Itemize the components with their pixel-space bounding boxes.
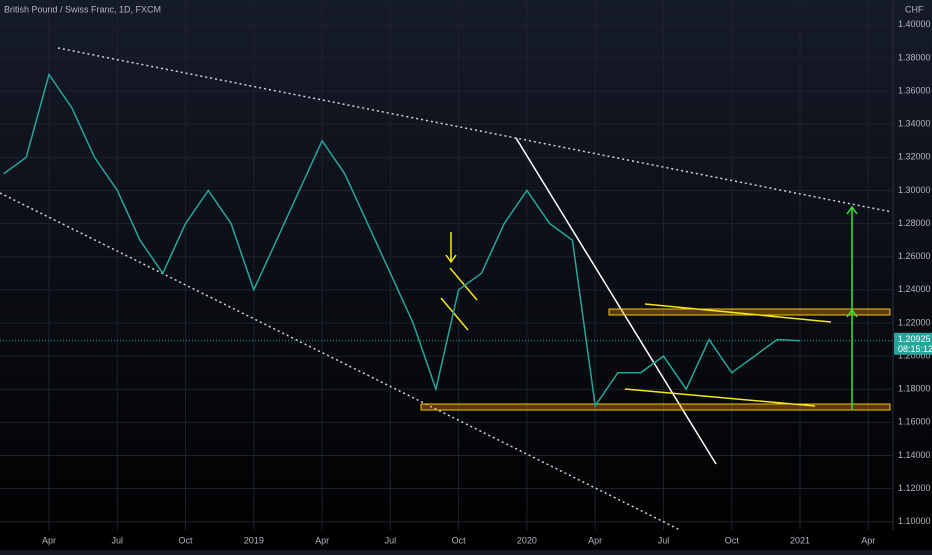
- support-zone: [420, 403, 891, 411]
- y-tick-label: 1.36000: [898, 85, 931, 95]
- resistance-zone: [608, 308, 891, 316]
- y-tick-label: 1.22000: [898, 317, 931, 327]
- y-tick-label: 1.30000: [898, 185, 931, 195]
- chart-title: British Pound / Swiss Franc, 1D, FXCM: [4, 4, 161, 14]
- x-tick-label: Apr: [588, 535, 602, 545]
- price-tag: [894, 332, 932, 355]
- x-tick-label: Apr: [42, 535, 56, 545]
- x-tick-label: 2020: [517, 535, 537, 545]
- y-tick-label: 1.32000: [898, 152, 931, 162]
- y-tick-label: 1.38000: [898, 52, 931, 62]
- currency: CHF: [905, 4, 924, 14]
- current-price-label: 1.20925: [898, 334, 931, 344]
- y-tick-label: 1.24000: [898, 284, 931, 294]
- x-tick-label: 2019: [244, 535, 264, 545]
- trendline-upper: [57, 47, 893, 213]
- x-tick-label: Oct: [725, 535, 740, 545]
- flag-top: [449, 267, 478, 301]
- price-line: [3, 72, 801, 408]
- plot: [3, 72, 801, 408]
- x-tick-label: Jul: [385, 535, 397, 545]
- y-tick-label: 1.20000: [898, 350, 931, 360]
- trendline-lower: [0, 192, 681, 531]
- y-tick-label: 1.26000: [898, 251, 931, 261]
- y-tick-label: 1.34000: [898, 119, 931, 129]
- triangle-top: [644, 303, 832, 323]
- y-tick-label: 1.28000: [898, 218, 931, 228]
- target-arrow: [846, 205, 858, 409]
- y-tick-label: 1.14000: [898, 450, 931, 460]
- countdown: 08:15:12: [898, 344, 932, 354]
- y-tick-label: 1.40000: [898, 19, 931, 29]
- x-tick-label: Oct: [179, 535, 194, 545]
- triangle-bottom: [624, 388, 816, 407]
- x-tick-label: 2021: [790, 535, 810, 545]
- x-tick-label: Oct: [452, 535, 467, 545]
- x-tick-label: Jul: [112, 535, 124, 545]
- flag-bottom: [440, 297, 469, 331]
- y-tick-label: 1.16000: [898, 417, 931, 427]
- x-tick-label: Apr: [861, 535, 875, 545]
- y-tick-label: 1.18000: [898, 384, 931, 394]
- x-tick-label: Apr: [315, 535, 329, 545]
- y-tick-label: 1.12000: [898, 483, 931, 493]
- y-tick-label: 1.10000: [898, 516, 931, 526]
- x-tick-label: Jul: [658, 535, 670, 545]
- arrow-down: [445, 232, 457, 264]
